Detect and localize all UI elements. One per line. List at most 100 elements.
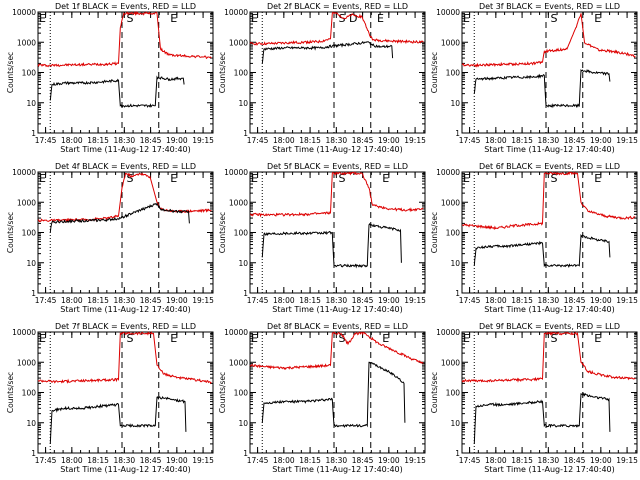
x-axis-label: Start Time (11-Aug-12 17:40:40) (60, 145, 191, 154)
x-tick-label: 18:00 (61, 296, 83, 305)
y-axis-label: Counts/sec (430, 212, 439, 253)
y-tick-label: 100 (446, 229, 461, 238)
y-tick-label: 1000 (17, 358, 36, 367)
y-tick-label: 1000 (229, 198, 248, 207)
x-tick-label: 18:45 (140, 296, 162, 305)
panel-title: Det 4f BLACK = Events, RED = LLD (55, 162, 196, 171)
event-marker-label: E (382, 332, 389, 345)
panel-det-8f: Det 8f BLACK = Events, RED = LLD 1 10 100 10… (218, 322, 426, 474)
y-axis-label: Counts/sec (218, 52, 227, 93)
panel-det-1f: Det 1f BLACK = Events, RED = LLD 1 10 100 10… (6, 2, 214, 154)
x-axis-label: Start Time (11-Aug-12 17:40:40) (272, 465, 403, 474)
y-tick-label: 10000 (12, 8, 36, 17)
y-tick-label: 10 (238, 259, 248, 268)
y-tick-label: 1 (31, 449, 36, 458)
y-tick-label: 1000 (17, 198, 36, 207)
panel-det-7f: Det 7f BLACK = Events, RED = LLD 1 10 100 10… (6, 322, 214, 474)
y-axis-label: Counts/sec (218, 372, 227, 413)
lld-series-line (461, 13, 636, 68)
event-marker-label: E (463, 172, 470, 185)
x-tick-label: 18:45 (352, 136, 374, 145)
x-tick-label: 19:00 (378, 296, 400, 305)
x-tick-label: 19:15 (192, 136, 214, 145)
x-axis-label: Start Time (11-Aug-12 17:40:40) (484, 145, 615, 154)
y-tick-label: 10000 (436, 328, 460, 337)
x-axis-label: Start Time (11-Aug-12 17:40:40) (272, 305, 403, 314)
event-marker-label: E (39, 332, 46, 345)
y-tick-label: 100 (446, 389, 461, 398)
y-tick-label: 1000 (441, 358, 460, 367)
event-marker-label: E (377, 12, 384, 25)
panel-title: Det 1f BLACK = Events, RED = LLD (55, 2, 196, 11)
x-tick-label: 18:30 (538, 296, 560, 305)
event-marker-label: S (127, 332, 134, 345)
y-tick-label: 1000 (229, 358, 248, 367)
events-series-line (473, 392, 611, 444)
x-axis-label: Start Time (11-Aug-12 17:40:40) (60, 465, 191, 474)
y-tick-label: 10 (238, 419, 248, 428)
plot-frame (461, 331, 638, 454)
x-tick-label: 18:15 (87, 296, 109, 305)
x-tick-label: 18:30 (114, 456, 136, 465)
x-tick-label: 18:45 (352, 456, 374, 465)
y-tick-label: 100 (234, 389, 249, 398)
y-tick-label: 1 (243, 449, 248, 458)
y-tick-label: 1000 (441, 38, 460, 47)
y-axis-label: Counts/sec (218, 212, 227, 253)
lld-series-line (37, 172, 212, 223)
plot-frame (249, 11, 426, 134)
y-tick-label: 10000 (436, 168, 460, 177)
x-tick-label: 19:00 (378, 136, 400, 145)
event-marker-label: S (127, 172, 134, 185)
y-axis-label: Counts/sec (430, 52, 439, 93)
panel-title: Det 5f BLACK = Events, RED = LLD (267, 162, 408, 171)
y-axis-label: Counts/sec (6, 212, 15, 253)
panel-title: Det 9f BLACK = Events, RED = LLD (479, 322, 620, 331)
events-series-line (49, 396, 187, 444)
y-tick-label: 10 (450, 259, 460, 268)
x-tick-label: 18:15 (299, 136, 321, 145)
x-tick-label: 18:00 (485, 136, 507, 145)
x-tick-label: 18:45 (564, 456, 586, 465)
x-tick-label: 18:15 (299, 456, 321, 465)
x-tick-label: 18:30 (538, 136, 560, 145)
x-tick-label: 18:30 (538, 456, 560, 465)
events-series-line (261, 40, 394, 64)
y-tick-label: 10 (238, 99, 248, 108)
x-tick-label: 19:15 (192, 296, 214, 305)
events-series-line (49, 202, 190, 233)
x-tick-label: 19:15 (616, 136, 638, 145)
event-marker-label: E (251, 12, 258, 25)
event-marker-label: E (463, 332, 470, 345)
x-tick-label: 17:45 (35, 456, 57, 465)
y-tick-label: 100 (22, 69, 37, 78)
event-marker-label: E (170, 12, 177, 25)
x-tick-label: 18:45 (140, 456, 162, 465)
panel-title: Det 3f BLACK = Events, RED = LLD (479, 2, 620, 11)
events-series-line (49, 75, 185, 108)
x-tick-label: 18:45 (352, 296, 374, 305)
panel-det-6f: Det 6f BLACK = Events, RED = LLD 1 10 100 10… (430, 162, 638, 314)
x-tick-label: 18:15 (511, 296, 533, 305)
lld-series-line (461, 171, 636, 231)
x-tick-label: 17:45 (35, 136, 57, 145)
panel-title: Det 7f BLACK = Events, RED = LLD (55, 322, 196, 331)
x-tick-label: 18:30 (114, 296, 136, 305)
panel-title: Det 2f BLACK = Events, RED = LLD (267, 2, 408, 11)
plot-frame (249, 331, 426, 454)
x-tick-label: 18:00 (273, 296, 295, 305)
x-tick-label: 18:15 (87, 136, 109, 145)
event-marker-label: E (170, 332, 177, 345)
x-tick-label: 18:30 (326, 296, 348, 305)
x-axis-label: Start Time (11-Aug-12 17:40:40) (272, 145, 403, 154)
x-tick-label: 17:45 (459, 136, 481, 145)
x-tick-label: 18:00 (61, 456, 83, 465)
x-tick-label: 17:45 (459, 456, 481, 465)
lld-series-line (37, 10, 212, 68)
panel-title: Det 8f BLACK = Events, RED = LLD (267, 322, 408, 331)
x-tick-label: 19:00 (166, 456, 188, 465)
x-tick-label: 17:45 (247, 296, 269, 305)
x-tick-label: 18:00 (485, 296, 507, 305)
x-tick-label: 18:30 (114, 136, 136, 145)
